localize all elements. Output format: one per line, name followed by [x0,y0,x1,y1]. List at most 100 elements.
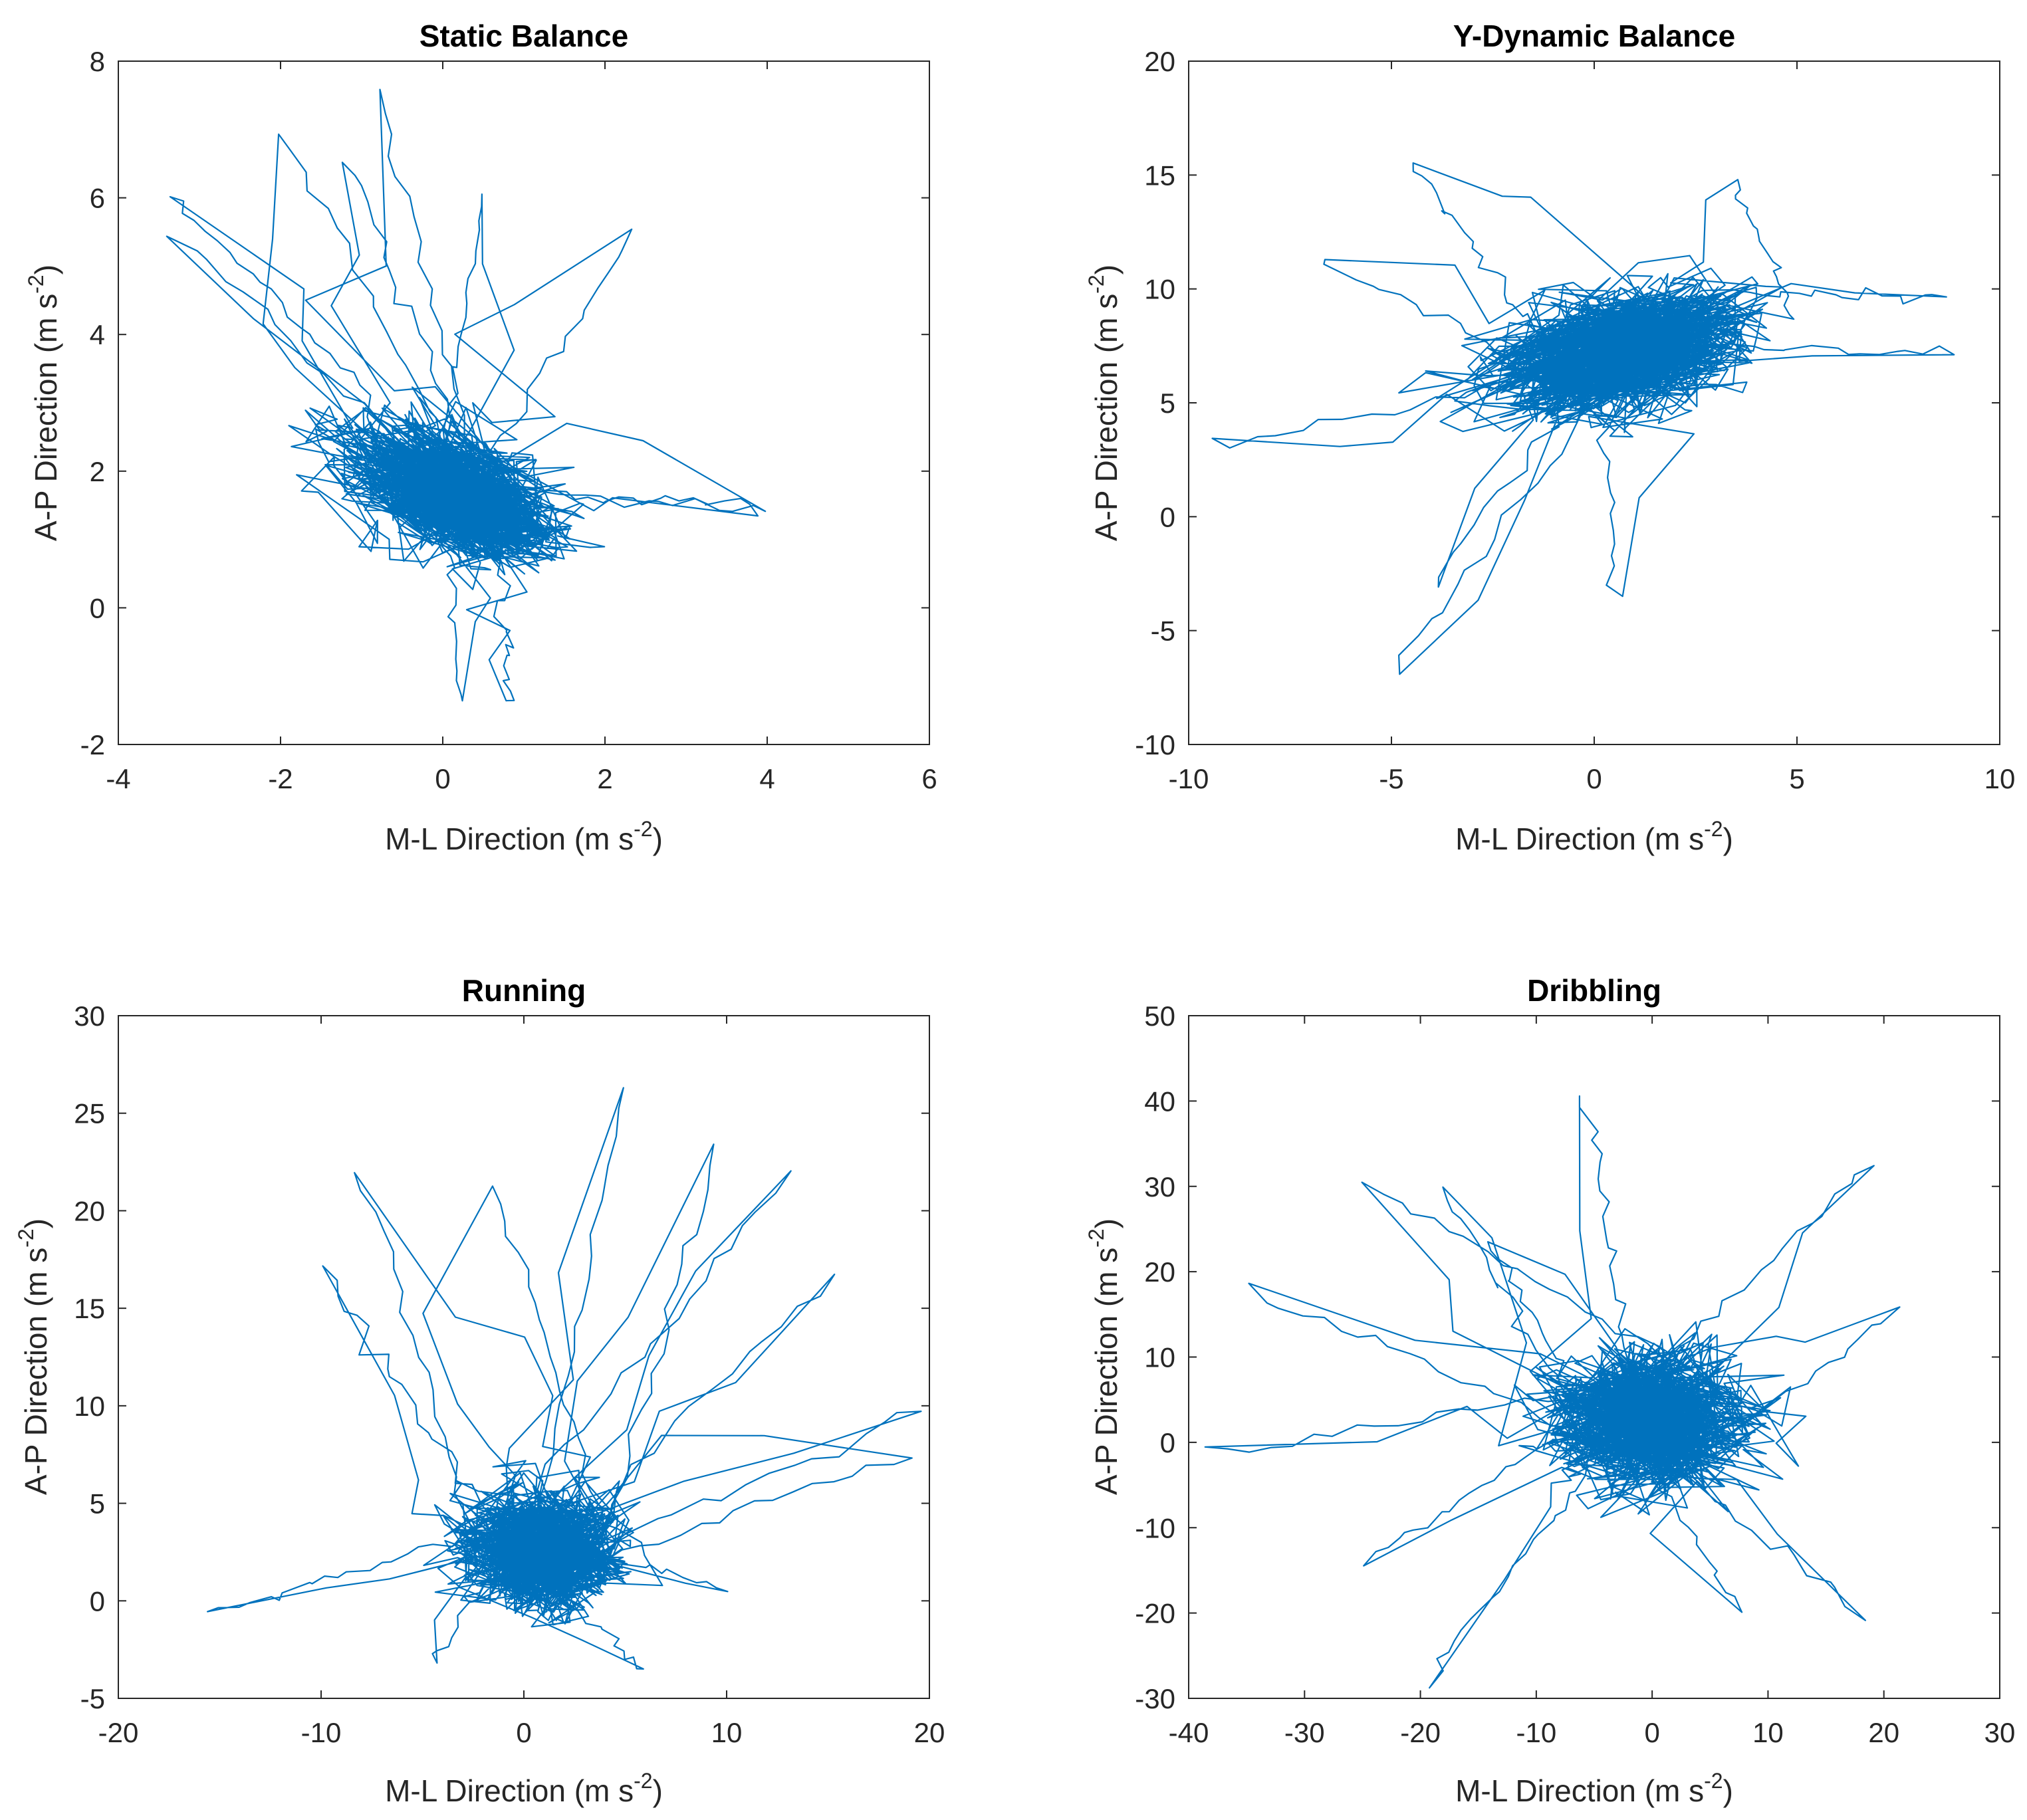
x-tick-label: 0 [435,763,450,794]
x-tick-label: 10 [1984,763,2016,794]
x-tick-label: 20 [1868,1717,1899,1748]
y-tick-label: 40 [1144,1085,1175,1117]
y-tick-label: 30 [74,1000,105,1032]
x-axis-label-exponent: -2 [1704,817,1723,841]
x-axis-label: M-L Direction (m s-2) [385,817,663,856]
trajectory-line [166,88,767,702]
x-tick-label: -5 [1379,763,1403,794]
y-axis-label-text: A-P Direction (m s [19,1248,53,1495]
axis-frame [118,60,930,745]
y-axis-ticks: -10 -5 0 5 10 15 20 [1135,46,2000,760]
x-tick-label: -40 [1169,1717,1209,1748]
x-tick-label: -4 [106,763,130,794]
y-tick-label: 15 [1144,160,1175,191]
plot-trace-layer [1204,1095,1901,1689]
y-tick-label: 5 [90,1488,105,1520]
y-tick-label: 20 [1144,46,1175,77]
y-tick-label: 20 [1144,1256,1175,1288]
x-axis-ticks: -40 -30 -20 -10 0 10 20 30 [1169,1016,2016,1748]
y-axis-label-exponent: -2 [24,275,48,293]
y-axis-label: A-P Direction (m s-2) [14,1218,53,1495]
y-axis-ticks: -5 0 5 10 15 20 25 30 [74,1000,929,1714]
y-tick-label: 0 [90,1585,105,1617]
y-tick-label: 10 [74,1391,105,1422]
y-tick-label: 8 [90,46,105,77]
y-axis-label-exponent: -2 [1084,1228,1108,1247]
y-tick-label: -5 [80,1683,105,1714]
y-axis-label-text: A-P Direction (m s [29,294,63,541]
x-tick-label: -10 [1169,763,1209,794]
y-tick-label: 20 [74,1195,105,1226]
x-axis-label-exponent: -2 [634,1769,652,1793]
x-tick-label: 2 [597,763,612,794]
y-tick-label: -5 [1151,616,1175,647]
x-axis-ticks: -20 -10 0 10 20 [98,1016,945,1748]
plot-trace-layer [207,1087,922,1670]
y-axis-label: A-P Direction (m s-2) [1084,1218,1124,1495]
y-tick-label: -10 [1135,1512,1175,1543]
x-tick-label: 0 [1644,1717,1659,1748]
y-tick-label: 2 [90,456,105,487]
plot-trace-layer [1211,162,1955,675]
x-tick-label: 5 [1789,763,1804,794]
y-axis-ticks: -30 -20 -10 0 10 20 30 40 50 [1135,1000,2000,1714]
y-axis-label-close: ) [1089,1218,1124,1228]
y-tick-label: 10 [1144,274,1175,305]
y-tick-label: -30 [1135,1683,1175,1714]
x-axis-label-close: ) [653,822,663,856]
y-tick-label: -20 [1135,1598,1175,1629]
x-axis-ticks: -10 -5 0 5 10 [1169,61,2016,794]
y-tick-label: -10 [1135,729,1175,760]
x-axis-label: M-L Direction (m s-2) [1455,817,1733,856]
x-tick-label: -2 [268,763,293,794]
x-tick-label: -20 [98,1717,139,1748]
x-axis-label-close: ) [1723,1773,1733,1808]
x-tick-label: 0 [516,1717,531,1748]
x-axis-ticks: -4 -2 0 2 4 6 [106,61,937,794]
y-axis-label-text: A-P Direction (m s [1089,294,1124,541]
x-axis-label-text: M-L Direction (m s [1455,822,1704,856]
plot-title: Static Balance [419,19,628,53]
y-tick-label: 0 [1160,501,1175,532]
trajectory-line [1211,162,1955,675]
y-tick-label: 25 [74,1098,105,1129]
x-axis-label: M-L Direction (m s-2) [1455,1769,1733,1808]
plot-title: Running [462,973,586,1008]
plot-title: Y-Dynamic Balance [1453,19,1735,53]
x-axis-label-text: M-L Direction (m s [385,1773,634,1808]
y-tick-label: 5 [1160,388,1175,419]
y-axis-ticks: -2 0 2 4 6 8 [80,46,929,760]
plot-title: Dribbling [1527,973,1661,1008]
x-tick-label: -30 [1284,1717,1325,1748]
x-tick-label: 20 [914,1717,945,1748]
x-tick-label: 30 [1984,1717,2016,1748]
x-axis-label-text: M-L Direction (m s [385,822,634,856]
y-tick-label: 0 [1160,1427,1175,1458]
x-axis-label-text: M-L Direction (m s [1455,1773,1704,1808]
trajectory-line [1204,1095,1901,1689]
y-axis-label-close: ) [29,265,63,275]
x-axis-label-close: ) [653,1773,663,1808]
x-tick-label: 4 [759,763,775,794]
x-tick-label: 6 [921,763,937,794]
y-tick-label: 10 [1144,1342,1175,1373]
y-tick-label: 30 [1144,1171,1175,1202]
y-tick-label: 4 [90,319,105,350]
y-axis-label-exponent: -2 [1084,275,1108,293]
trajectory-line [207,1087,922,1670]
x-tick-label: 10 [1752,1717,1784,1748]
y-axis-label: A-P Direction (m s-2) [24,265,63,541]
subplot-y-dynamic-balance: Y-Dynamic Balance -10 -5 0 5 10 -10 -5 0 5 10 15 2… [1084,19,2015,856]
x-tick-label: -10 [301,1717,342,1748]
x-tick-label: 10 [711,1717,743,1748]
y-tick-label: 6 [90,183,105,214]
y-axis-label-close: ) [1089,265,1124,275]
x-tick-label: 0 [1586,763,1602,794]
x-tick-label: -10 [1516,1717,1557,1748]
y-axis-label-exponent: -2 [14,1228,38,1247]
y-tick-label: 15 [74,1293,105,1324]
x-tick-label: -20 [1400,1717,1441,1748]
x-axis-label-exponent: -2 [634,817,652,841]
